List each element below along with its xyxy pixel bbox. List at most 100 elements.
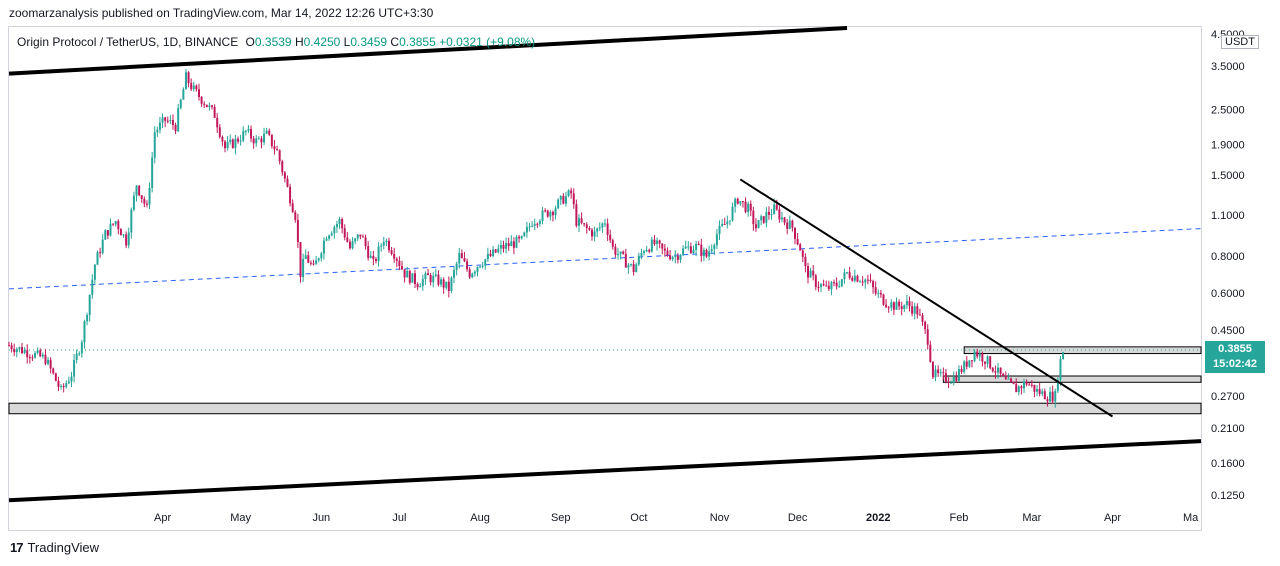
candle: [996, 362, 999, 379]
candle: [255, 135, 258, 147]
candle: [916, 303, 919, 319]
candle: [26, 344, 29, 364]
candle-body: [585, 224, 588, 229]
y-tick-label: 0.8000: [1211, 251, 1245, 263]
candle-body: [21, 347, 24, 354]
candle: [177, 103, 180, 133]
candle-body: [380, 245, 383, 247]
x-tick-label: Feb: [949, 512, 968, 524]
currency-badge[interactable]: USDT: [1221, 35, 1259, 49]
candle: [338, 216, 341, 229]
candle-body: [846, 272, 849, 274]
candle-body: [263, 133, 266, 143]
candle-body: [996, 367, 999, 373]
candle-body: [905, 301, 908, 306]
candle: [734, 197, 737, 213]
candle: [244, 129, 247, 136]
publisher-line: zoomarzanalysis published on TradingView…: [9, 6, 434, 20]
x-tick-label: Sep: [551, 512, 571, 524]
tradingview-brand[interactable]: 17 TradingView: [10, 540, 99, 555]
candle-body: [463, 258, 466, 262]
candle-body: [140, 195, 143, 199]
candle-body: [406, 270, 409, 278]
dashed-trendline: [8, 228, 1202, 290]
candle: [695, 240, 698, 257]
candle-body: [926, 329, 929, 345]
candle: [767, 206, 770, 220]
candle: [23, 347, 26, 355]
candle: [237, 136, 240, 144]
candle: [588, 226, 591, 231]
candle-body: [1017, 386, 1020, 393]
candle-body: [747, 203, 750, 212]
candle: [1059, 355, 1062, 386]
candle: [260, 136, 263, 149]
candle-body: [117, 221, 120, 230]
legend-open: 0.3539: [254, 35, 292, 49]
candle: [525, 221, 528, 238]
candle: [911, 301, 914, 317]
candle: [648, 248, 651, 254]
x-tick-label: Apr: [1104, 512, 1121, 524]
candle: [656, 237, 659, 251]
candle-body: [697, 243, 700, 245]
candle: [551, 210, 554, 222]
candle: [814, 273, 817, 291]
candle: [218, 123, 221, 139]
candle: [989, 355, 992, 370]
candle-body: [1020, 386, 1023, 389]
candle: [575, 199, 578, 228]
candle: [31, 354, 34, 362]
candle: [125, 231, 128, 249]
candle-body: [398, 260, 401, 267]
symbol-legend: Origin Protocol / TetherUS, 1D, BINANCE …: [17, 35, 535, 49]
candle: [374, 257, 377, 264]
candle-body: [374, 259, 377, 261]
candle: [624, 248, 627, 268]
candle-body: [739, 201, 742, 204]
candle-body: [692, 249, 695, 254]
candle-body: [145, 203, 148, 205]
candle: [78, 351, 81, 356]
candle-body: [991, 368, 994, 372]
candle-body: [41, 354, 44, 357]
candle: [200, 95, 203, 107]
candle: [630, 263, 633, 267]
candle-body: [211, 105, 214, 107]
candle-body: [312, 263, 315, 265]
current-price: 0.3855: [1218, 343, 1252, 355]
candle: [577, 214, 580, 233]
candle: [447, 276, 450, 298]
candle: [132, 191, 135, 212]
candle: [887, 305, 890, 313]
candle: [182, 87, 185, 100]
candle-body: [479, 266, 482, 268]
candle-body: [999, 367, 1002, 374]
candle: [499, 240, 502, 255]
candle: [75, 349, 78, 364]
candle: [687, 241, 690, 251]
candle-body: [879, 292, 882, 295]
candle: [799, 242, 802, 251]
candle: [52, 367, 55, 375]
candle-body: [328, 235, 331, 239]
candle-body: [322, 240, 325, 254]
candle-body: [583, 223, 586, 225]
candle: [671, 255, 674, 262]
candle: [846, 271, 849, 275]
candle: [812, 264, 815, 281]
candle-body: [203, 103, 206, 105]
candle-body: [419, 286, 422, 288]
candle: [723, 217, 726, 225]
candle: [835, 277, 838, 290]
candle-body: [218, 127, 221, 137]
candle-body: [86, 314, 89, 322]
candle: [791, 219, 794, 232]
candle-body: [588, 228, 591, 230]
candle: [390, 246, 393, 256]
candle-body: [538, 220, 541, 224]
legend-low: 0.3459: [350, 35, 388, 49]
candle-body: [164, 117, 167, 121]
candle: [382, 236, 385, 250]
